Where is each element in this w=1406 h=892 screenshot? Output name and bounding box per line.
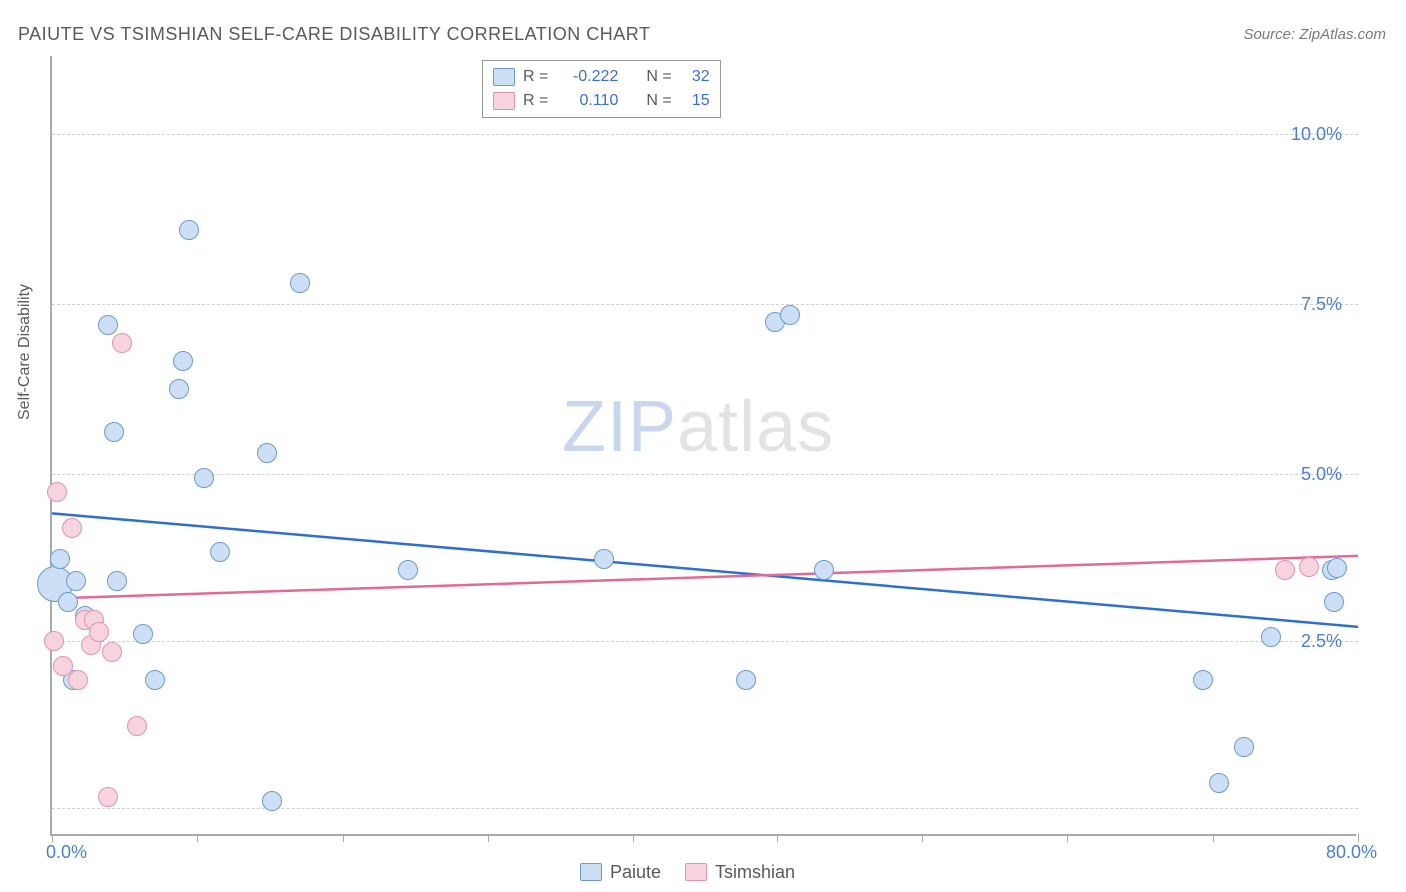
scatter-point-tsimshian — [44, 631, 64, 651]
y-tick-label: 10.0% — [1291, 124, 1342, 145]
correlation-legend: R = -0.222 N = 32 R = 0.110 N = 15 — [482, 60, 721, 118]
legend-n-label: N = — [646, 89, 671, 113]
plot-region: ZIPatlas R =-0.222N =32R =0.110N =15 2.5… — [50, 56, 1356, 836]
legend-r-label: R = — [523, 89, 548, 113]
scatter-point-paiute — [1327, 558, 1347, 578]
scatter-point-tsimshian — [1299, 557, 1319, 577]
scatter-point-paiute — [210, 542, 230, 562]
legend-swatch — [493, 92, 515, 110]
scatter-point-paiute — [169, 379, 189, 399]
scatter-point-paiute — [66, 571, 86, 591]
y-axis-label: Self-Care Disability — [16, 284, 34, 420]
chart-area: ZIPatlas R =-0.222N =32R =0.110N =15 2.5… — [50, 56, 1356, 836]
gridline — [52, 304, 1358, 305]
scatter-point-tsimshian — [47, 482, 67, 502]
scatter-point-tsimshian — [62, 518, 82, 538]
x-tick — [922, 834, 923, 842]
scatter-point-paiute — [194, 468, 214, 488]
gridline — [52, 641, 1358, 642]
x-tick — [777, 834, 778, 842]
series-label: Paiute — [610, 862, 661, 882]
scatter-point-tsimshian — [102, 642, 122, 662]
y-tick-label: 5.0% — [1301, 464, 1342, 485]
scatter-point-tsimshian — [89, 622, 109, 642]
legend-row: R = -0.222 N = 32 — [493, 65, 710, 89]
scatter-point-paiute — [814, 560, 834, 580]
legend-r-value: -0.222 — [556, 65, 618, 89]
scatter-point-paiute — [58, 592, 78, 612]
x-tick — [633, 834, 634, 842]
scatter-point-paiute — [179, 220, 199, 240]
x-tick-label: 80.0% — [1326, 842, 1377, 863]
trend-line-paiute — [52, 513, 1358, 626]
scatter-point-paiute — [257, 443, 277, 463]
trend-line-tsimshian — [52, 556, 1358, 599]
scatter-point-paiute — [262, 791, 282, 811]
legend-swatch — [685, 863, 707, 881]
scatter-point-paiute — [107, 571, 127, 591]
x-tick — [1358, 834, 1359, 842]
scatter-point-paiute — [145, 670, 165, 690]
scatter-point-paiute — [133, 624, 153, 644]
x-tick — [52, 834, 53, 842]
scatter-point-paiute — [173, 351, 193, 371]
scatter-point-paiute — [780, 305, 800, 325]
legend-n-value: 15 — [680, 89, 710, 113]
scatter-point-paiute — [50, 549, 70, 569]
x-tick — [197, 834, 198, 842]
scatter-point-paiute — [736, 670, 756, 690]
gridline — [52, 808, 1358, 809]
y-tick-label: 2.5% — [1301, 631, 1342, 652]
source-label: Source: ZipAtlas.com — [1243, 26, 1386, 43]
gridline — [52, 474, 1358, 475]
scatter-point-paiute — [1324, 592, 1344, 612]
scatter-point-paiute — [1193, 670, 1213, 690]
x-tick-label: 0.0% — [46, 842, 87, 863]
legend-n-label: N = — [646, 65, 671, 89]
legend-r-label: R = — [523, 65, 548, 89]
scatter-point-tsimshian — [68, 670, 88, 690]
scatter-point-paiute — [1261, 627, 1281, 647]
trend-lines — [52, 56, 1358, 836]
x-tick — [1213, 834, 1214, 842]
gridline — [52, 134, 1358, 135]
scatter-point-paiute — [1209, 773, 1229, 793]
x-tick — [343, 834, 344, 842]
scatter-point-paiute — [1234, 737, 1254, 757]
legend-r-value: 0.110 — [556, 89, 618, 113]
legend-n-value: 32 — [680, 65, 710, 89]
legend-row: R = 0.110 N = 15 — [493, 89, 710, 113]
scatter-point-tsimshian — [127, 716, 147, 736]
scatter-point-paiute — [104, 422, 124, 442]
chart-title: PAIUTE VS TSIMSHIAN SELF-CARE DISABILITY… — [18, 24, 650, 45]
scatter-point-paiute — [398, 560, 418, 580]
series-legend-item: Paiute — [580, 862, 661, 883]
scatter-point-tsimshian — [1275, 560, 1295, 580]
legend-swatch — [493, 68, 515, 86]
x-tick — [1067, 834, 1068, 842]
y-tick-label: 7.5% — [1301, 294, 1342, 315]
scatter-point-tsimshian — [98, 787, 118, 807]
x-tick — [488, 834, 489, 842]
legend-swatch — [580, 863, 602, 881]
scatter-point-paiute — [98, 315, 118, 335]
series-legend: Paiute Tsimshian — [580, 862, 795, 883]
series-legend-item: Tsimshian — [685, 862, 795, 883]
scatter-point-paiute — [290, 273, 310, 293]
scatter-point-paiute — [594, 549, 614, 569]
scatter-point-tsimshian — [112, 333, 132, 353]
series-label: Tsimshian — [715, 862, 795, 882]
